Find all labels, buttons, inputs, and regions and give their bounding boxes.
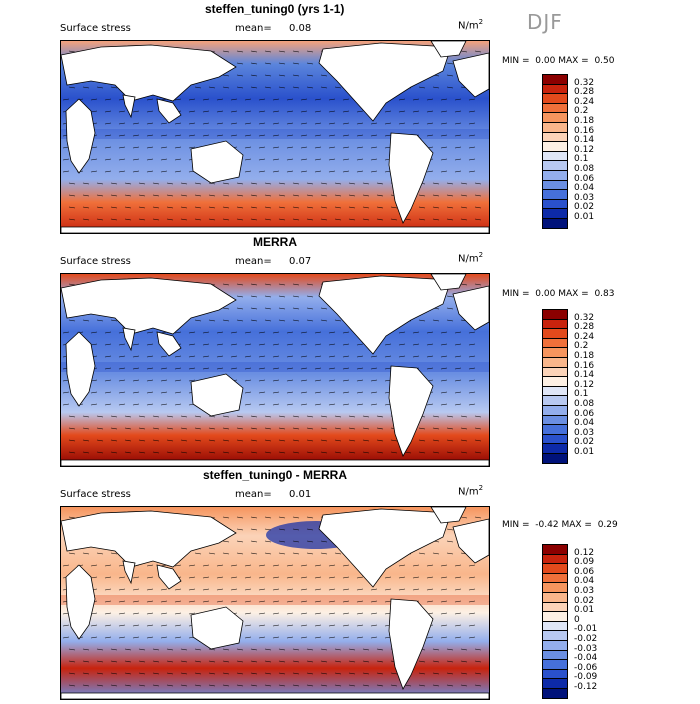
panel-2-map-field: [61, 274, 489, 466]
panel-2-minmax: MIN = 0.00 MAX = 0.83: [502, 289, 615, 299]
colorbar-label: 0.1: [574, 154, 589, 165]
colorbar-label: -0.02: [574, 634, 598, 644]
colorbar-label: 0.2: [574, 106, 589, 117]
panel-1-field-label: Surface stress: [60, 23, 131, 34]
panel-2-field-label: Surface stress: [60, 256, 131, 267]
colorbar-label: 0.18: [574, 116, 595, 126]
panel-3-mean-value: 0.01: [289, 489, 312, 500]
panel-1-minmax: MIN = 0.00 MAX = 0.50: [502, 56, 615, 66]
panel-2-mean-label: mean=: [235, 256, 272, 267]
colorbar-label: 0.02: [574, 595, 595, 606]
colorbar-swatch: [542, 218, 568, 229]
colorbar-label: 0.1: [574, 389, 589, 400]
colorbar-label: 0.12: [574, 379, 595, 390]
colorbar-label: 0.16: [574, 360, 595, 371]
colorbar-label: 0.03: [574, 192, 595, 203]
colorbar-label: 0.18: [574, 351, 595, 361]
colorbar-label: -0.06: [574, 662, 598, 673]
panel-2-units: N/m2: [458, 251, 484, 265]
panel-3-mean-label: mean=: [235, 489, 272, 500]
colorbar-label: 0.28: [574, 87, 595, 98]
panel-2-title: MERRA: [253, 235, 297, 249]
colorbar-label: 0.24: [574, 331, 595, 342]
colorbar-label: 0.02: [574, 437, 595, 448]
colorbar-label: 0.08: [574, 164, 595, 174]
colorbar-label: 0.04: [574, 418, 595, 429]
colorbar-label: 0.24: [574, 96, 595, 107]
colorbar-label: 0.32: [574, 77, 595, 88]
colorbar-label: 0.14: [574, 135, 595, 146]
colorbar-label: 0.03: [574, 586, 595, 596]
panel-3-minmax: MIN = -0.42 MAX = 0.29: [502, 520, 618, 530]
panel-1-units: N/m2: [458, 18, 484, 32]
colorbar-label: 0.32: [574, 312, 595, 323]
colorbar-label: 0.2: [574, 341, 589, 352]
colorbar-label: 0: [574, 614, 580, 625]
panel-3-map-field: [61, 507, 489, 699]
panel-2-map: [60, 273, 490, 467]
colorbar-label: 0.06: [574, 408, 595, 419]
colorbar-label: -0.01: [574, 624, 598, 635]
panel-3-colorbar: 0.12 0.09 0.06 0.04 0.03 0.02 0.01 0 -0.01 -0.02-…: [542, 544, 612, 704]
panel-2-colorbar: 0.32 0.28 0.24 0.2 0.18 0.16 0.14 0.12 0.1 0.08 0.…: [542, 309, 612, 469]
panel-1-mean-label: mean=: [235, 23, 272, 34]
panel-1-map: [60, 40, 490, 234]
colorbar-label: 0.04: [574, 576, 595, 587]
colorbar-label: 0.01: [574, 605, 595, 616]
colorbar-label: -0.09: [574, 672, 598, 683]
colorbar-label: 0.04: [574, 183, 595, 194]
panel-2-mean-value: 0.07: [289, 256, 312, 267]
panel-1-mean-value: 0.08: [289, 23, 312, 34]
colorbar-label: 0.12: [574, 547, 595, 558]
colorbar-label: 0.02: [574, 202, 595, 213]
colorbar-label: 0.16: [574, 125, 595, 136]
colorbar-label: 0.06: [574, 566, 595, 577]
colorbar-swatch: [542, 688, 568, 699]
colorbar-label: 0.06: [574, 173, 595, 184]
panel-1-colorbar: 0.32 0.28 0.24 0.2 0.18 0.16 0.14 0.12 0.1 0.08 0.…: [542, 74, 612, 234]
colorbar-label: 0.09: [574, 557, 595, 568]
colorbar-label: 0.01: [574, 212, 595, 222]
colorbar-label: -0.03: [574, 643, 598, 654]
colorbar-label: 0.01: [574, 447, 595, 457]
panel-1-map-field: [61, 41, 489, 233]
colorbar-label: 0.28: [574, 322, 595, 333]
colorbar-label: 0.03: [574, 427, 595, 438]
panel-1-title: steffen_tuning0 (yrs 1-1): [205, 2, 345, 16]
colorbar-label: 0.14: [574, 370, 595, 381]
season-label: DJF: [527, 10, 563, 34]
colorbar-label: -0.12: [574, 682, 598, 692]
panel-3-title: steffen_tuning0 - MERRA: [203, 468, 347, 482]
colorbar-swatch: [542, 453, 568, 464]
panel-3-field-label: Surface stress: [60, 489, 131, 500]
panel-3-map: [60, 506, 490, 700]
colorbar-label: 0.08: [574, 399, 595, 409]
colorbar-label: -0.04: [574, 653, 598, 664]
colorbar-label: 0.12: [574, 144, 595, 155]
panel-3-units: N/m2: [458, 484, 484, 498]
